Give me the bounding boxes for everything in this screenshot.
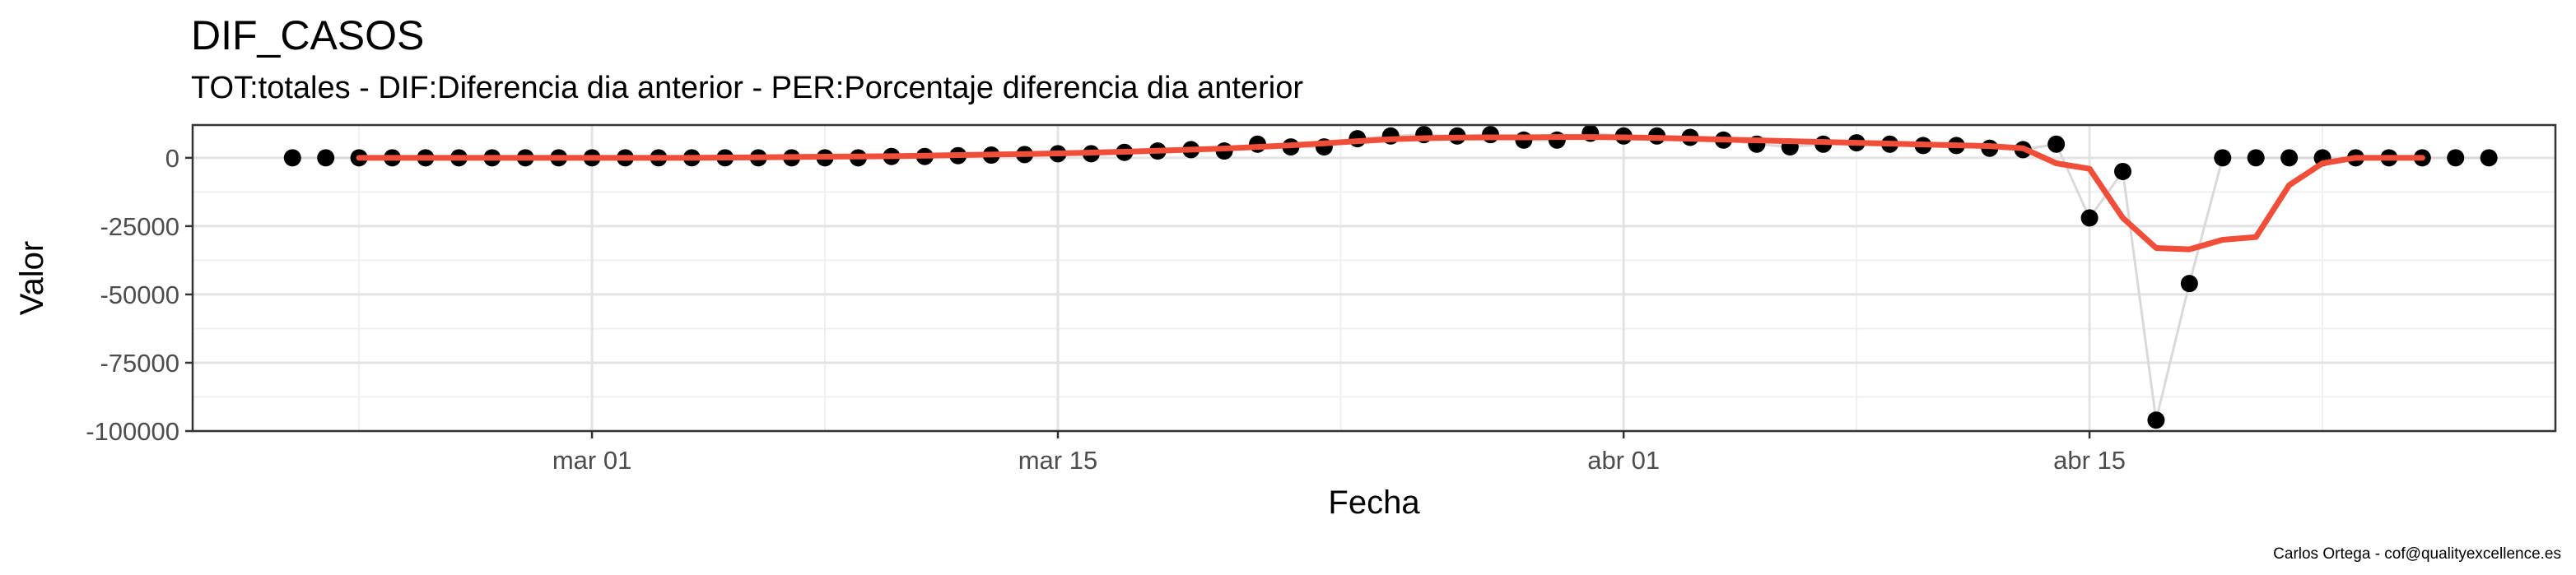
series-connector-line xyxy=(292,132,2490,421)
data-point xyxy=(2214,149,2232,167)
x-tick-label: abr 15 xyxy=(2053,446,2126,475)
chart-title: DIF_CASOS xyxy=(191,12,425,58)
data-point xyxy=(2480,149,2498,167)
x-axis-label: Fecha xyxy=(1328,485,1420,521)
y-tick-label: -50000 xyxy=(100,281,179,309)
x-tick-label: abr 01 xyxy=(1587,446,1660,475)
chart-caption: Carlos Ortega - cof@qualityexcellence.es xyxy=(2273,545,2561,563)
chart-subtitle: TOT:totales - DIF:Diferencia dia anterio… xyxy=(191,71,1304,105)
data-point xyxy=(2447,149,2465,167)
data-point xyxy=(2047,135,2066,153)
y-tick-label: 0 xyxy=(165,144,179,173)
trend-line xyxy=(356,134,2425,253)
data-point xyxy=(2080,209,2099,227)
panel-border xyxy=(191,123,2557,433)
data-point xyxy=(1548,131,1566,149)
y-tick-label: -100000 xyxy=(86,417,179,446)
y-tick-label: -25000 xyxy=(100,212,179,241)
data-point xyxy=(317,149,335,167)
data-point xyxy=(2280,149,2299,167)
data-point xyxy=(2247,149,2265,167)
data-point xyxy=(283,149,301,167)
data-point xyxy=(2180,275,2198,293)
data-point xyxy=(2147,411,2165,429)
x-tick-label: mar 15 xyxy=(1018,446,1097,475)
data-point xyxy=(2114,162,2132,180)
y-axis-label: Valor xyxy=(14,241,50,315)
y-tick-label: -75000 xyxy=(100,349,179,378)
x-tick-label: mar 01 xyxy=(552,446,631,475)
